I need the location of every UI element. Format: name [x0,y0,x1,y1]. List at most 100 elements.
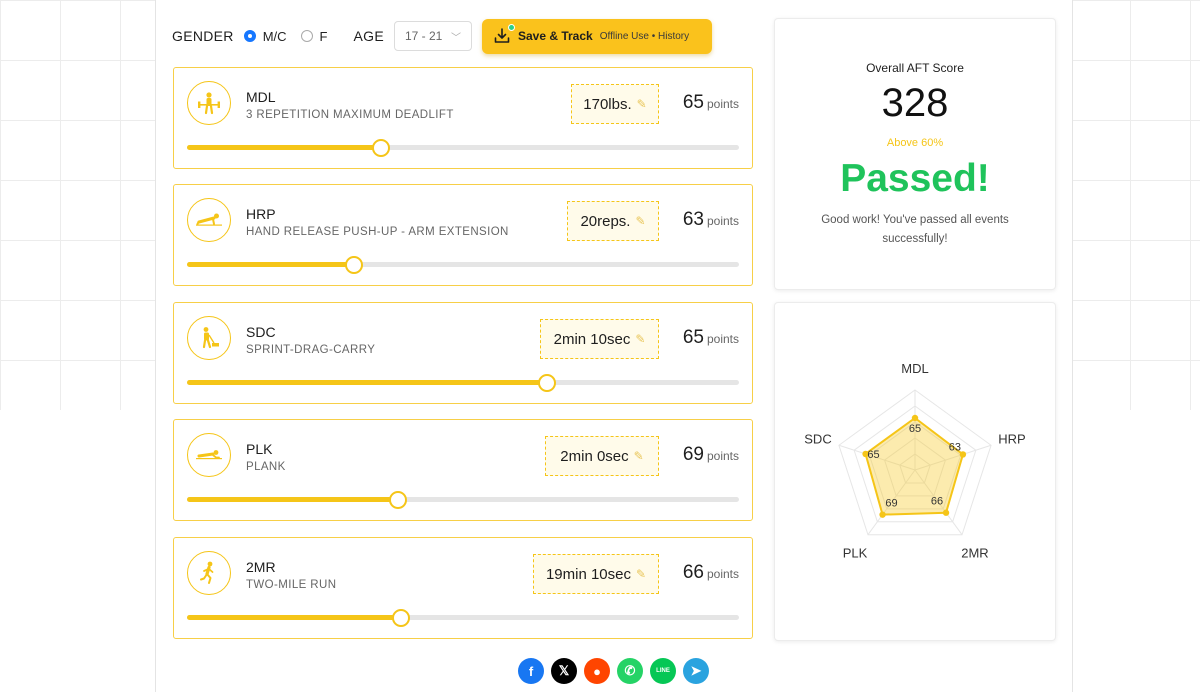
radar-point [959,451,967,458]
slider-handle[interactable] [344,256,363,274]
radar-point [879,511,886,518]
sprint-drag-carry-icon [187,316,231,360]
toolbar: GENDER M/C F AGE 17 - 21 ﹀ Save & Track … [172,18,712,54]
share-x-button[interactable]: 𝕏 [551,658,577,684]
event-code: 2MR [246,559,276,575]
event-value-input[interactable]: 19min 10sec ✎ [533,554,659,594]
event-value: 2min 0sec [560,447,629,465]
radio-selected-icon [243,30,256,42]
gender-label: GENDER [172,28,234,44]
pass-status: Passed! [840,157,990,200]
points-word: points [706,567,739,581]
points-value: 66 [682,562,704,583]
pencil-icon: ✎ [636,567,647,581]
radar-series-area [864,416,965,516]
event-slider[interactable] [187,256,739,274]
slider-fill [187,615,400,620]
runner-icon [187,551,231,595]
radar-axis-line [914,469,963,536]
event-card-sdc: SDC SPRINT-DRAG-CARRY 2min 10sec ✎ 65 poi… [173,302,753,404]
pencil-icon: ✎ [635,214,646,228]
score-percentile: Above 60% [886,137,944,149]
slider-handle[interactable] [388,491,407,509]
radar-axis-label: MDL [901,361,928,376]
radar-axis-line [914,444,992,471]
slider-fill [187,497,397,502]
event-value: 2min 10sec [553,330,631,348]
radar-chart: 65 63 66 69 65 MDL HRP 2MR PLK SDC [804,361,1025,561]
radar-axis-label: HRP [998,431,1025,446]
event-value-input[interactable]: 20reps. ✎ [567,201,659,241]
radar-axis-line [867,469,916,536]
event-value-input[interactable]: 2min 0sec ✎ [545,436,659,476]
age-select[interactable]: 17 - 21 ﹀ [393,21,472,51]
radar-axis-label: PLK [843,546,868,561]
share-line-button[interactable]: LINE [650,658,676,684]
radar-axis-label: SDC [804,431,831,446]
event-code: MDL [246,89,276,105]
event-card-plk: PLK PLANK 2min 0sec ✎ 69 points [173,419,753,521]
event-points: 63 points [683,209,739,231]
event-slider[interactable] [187,139,739,157]
event-code: HRP [246,206,276,222]
event-value-input[interactable]: 2min 10sec ✎ [540,319,659,359]
radar-axis-label: 2MR [961,546,988,561]
event-value: 170lbs. [583,95,632,113]
event-name: 3 REPETITION MAXIMUM DEADLIFT [246,109,454,121]
radar-value-label: 65 [867,449,879,461]
radar-grid-ring [838,389,992,536]
slider-handle[interactable] [372,139,391,157]
radar-value-label: 63 [949,441,961,453]
event-value: 19min 10sec [545,565,631,583]
event-name: SPRINT-DRAG-CARRY [246,344,376,356]
points-word: points [706,214,739,228]
notification-dot [507,23,515,31]
line-icon: LINE [656,668,670,674]
radar-axis-line [838,444,916,471]
event-code: PLK [246,441,273,457]
share-whatsapp-button[interactable]: ✆ [617,658,643,684]
radar-grid-ring [853,405,977,523]
pencil-icon: ✎ [635,332,646,346]
points-word: points [706,332,739,346]
slider-handle[interactable] [391,609,410,627]
overall-score-panel: Overall AFT Score 328 Above 60% Passed! … [774,18,1056,290]
event-slider[interactable] [187,374,739,392]
telegram-icon: ➤ [690,663,702,678]
points-word: points [706,449,739,463]
event-name: PLANK [246,461,286,473]
event-card-2mr: 2MR TWO-MILE RUN 19min 10sec ✎ 66 points [173,537,753,639]
event-name: HAND RELEASE PUSH-UP - ARM EXTENSION [246,226,509,238]
save-track-button[interactable]: Save & Track Offline Use • History [481,18,712,54]
gender-radio-f[interactable]: F [300,29,328,44]
age-label: AGE [353,28,384,44]
event-slider[interactable] [187,609,739,627]
reddit-icon: ● [593,663,601,679]
radio-unselected-icon [300,30,313,42]
event-points: 65 points [683,327,739,349]
gender-radio-m[interactable]: M/C [243,28,287,44]
background-grid-left [0,0,155,410]
slider-handle[interactable] [537,374,556,392]
radar-point [862,450,869,458]
share-reddit-button[interactable]: ● [584,658,610,684]
background-grid-right [1070,0,1200,410]
gender-option-label: M/C [262,28,287,44]
radar-value-label: 69 [885,498,897,510]
pushup-icon [187,198,231,242]
event-slider[interactable] [187,491,739,509]
share-telegram-button[interactable]: ➤ [683,658,709,684]
event-points: 66 points [683,562,739,584]
share-facebook-button[interactable]: f [518,658,544,684]
x-icon: 𝕏 [558,663,570,678]
points-value: 65 [682,92,704,113]
points-word: points [706,97,739,111]
age-select-value: 17 - 21 [404,29,443,43]
radar-value-label: 65 [909,423,921,435]
save-track-sublabel: Offline Use • History [599,30,690,42]
radar-point [942,509,950,516]
result-message: Good work! You've passed all events succ… [821,214,1009,245]
event-card-hrp: HRP HAND RELEASE PUSH-UP - ARM EXTENSION… [173,184,753,286]
event-points: 69 points [683,444,739,466]
event-value-input[interactable]: 170lbs. ✎ [571,84,659,124]
